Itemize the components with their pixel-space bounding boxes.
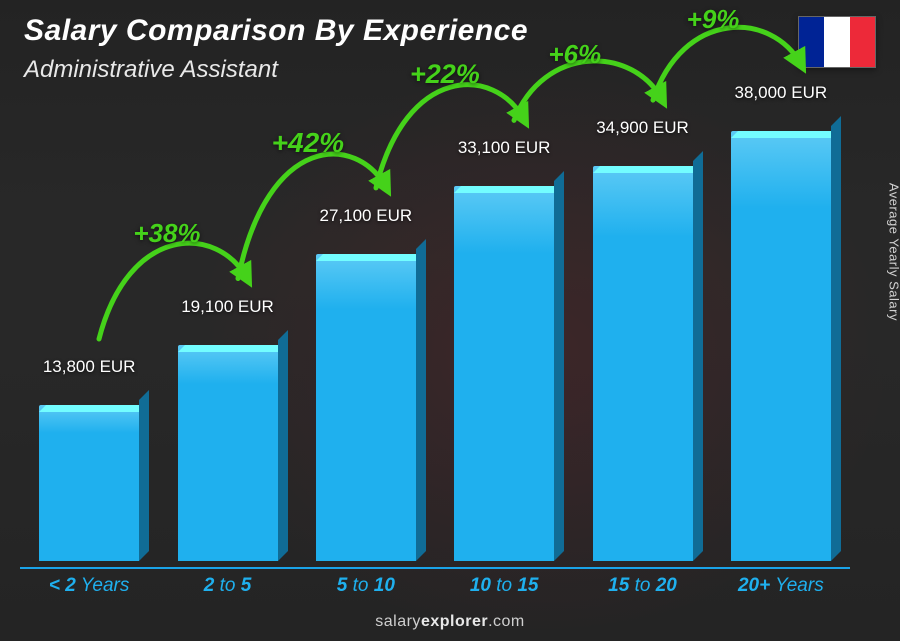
x-axis-category: 15 to 20 — [584, 575, 702, 597]
x-axis: < 2 Years 2 to 5 5 to 10 10 to 15 15 to 20 20… — [20, 567, 850, 597]
footer-c: .com — [488, 613, 525, 630]
flag-stripe-2 — [824, 17, 849, 67]
bar-value-label: 13,800 EUR — [43, 357, 136, 377]
bar-value-label: 19,100 EUR — [181, 297, 274, 317]
bar-top-face — [454, 186, 561, 193]
bar — [593, 166, 693, 561]
bar — [454, 186, 554, 561]
x-axis-category: < 2 Years — [30, 575, 148, 597]
bar-value-label: 34,900 EUR — [596, 118, 689, 138]
bar-side-face — [416, 239, 426, 561]
flag-stripe-3 — [850, 17, 875, 67]
bar-value-label: 27,100 EUR — [320, 206, 413, 226]
x-axis-category: 10 to 15 — [445, 575, 563, 597]
footer-a: salary — [375, 613, 421, 630]
bar-side-face — [278, 330, 288, 561]
flag-stripe-1 — [799, 17, 824, 67]
bar-wrap: 38,000 EUR — [722, 131, 840, 561]
bar-wrap: 27,100 EUR — [307, 131, 425, 561]
bar-top-face — [178, 345, 285, 352]
bar-wrap: 34,900 EUR — [584, 131, 702, 561]
y-axis-label: Average Yearly Salary — [887, 182, 900, 320]
growth-delta-label: +42% — [272, 127, 344, 159]
x-axis-line — [20, 567, 850, 569]
growth-delta-label: +22% — [410, 59, 480, 90]
bar-side-face — [831, 116, 841, 561]
footer-attribution: salaryexplorer.com — [0, 613, 900, 631]
bar-wrap: 13,800 EUR — [30, 131, 148, 561]
bar — [39, 405, 139, 561]
bar-value-label: 33,100 EUR — [458, 138, 551, 158]
x-axis-category: 5 to 10 — [307, 575, 425, 597]
bar-side-face — [693, 151, 703, 561]
bar — [178, 345, 278, 561]
chart-title: Salary Comparison By Experience — [24, 14, 528, 48]
bar — [731, 131, 831, 561]
footer-b: explorer — [421, 613, 488, 630]
bar-top-face — [39, 405, 146, 412]
chart-subtitle: Administrative Assistant — [24, 56, 278, 84]
growth-delta-label: +9% — [687, 4, 740, 35]
x-axis-category: 20+ Years — [722, 575, 840, 597]
bar-chart: 13,800 EUR 19,100 EUR 27,100 EUR 33,100 EUR… — [20, 110, 850, 561]
bar-wrap: 33,100 EUR — [445, 131, 563, 561]
infographic-stage: Salary Comparison By Experience Administ… — [0, 0, 900, 641]
bar-value-label: 38,000 EUR — [735, 83, 828, 103]
bar-top-face — [731, 131, 838, 138]
country-flag-icon — [798, 16, 876, 68]
bar-top-face — [316, 254, 423, 261]
x-axis-category: 2 to 5 — [169, 575, 287, 597]
bar-side-face — [554, 171, 564, 561]
growth-delta-label: +38% — [133, 218, 200, 249]
growth-delta-label: +6% — [548, 39, 601, 70]
bar-side-face — [139, 390, 149, 561]
bar-top-face — [593, 166, 700, 173]
bar — [316, 254, 416, 561]
bar-wrap: 19,100 EUR — [169, 131, 287, 561]
